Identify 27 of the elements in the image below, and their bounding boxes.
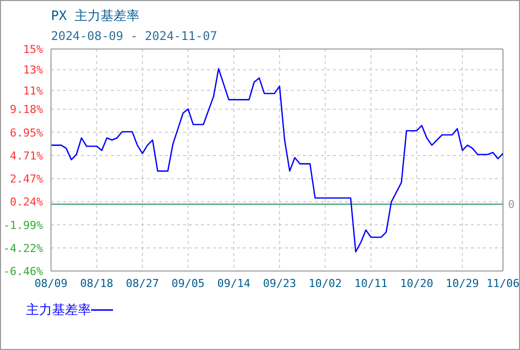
x-tick-label: 09/23 [262, 276, 296, 290]
y-tick-label: 6.95% [10, 126, 44, 140]
y-tick-label: 0.24% [10, 196, 44, 209]
y-tick-label: 15% [23, 43, 44, 56]
chart-title: PX 主力基差率 [51, 8, 140, 25]
x-tick-label: 10/02 [308, 276, 342, 290]
line-series [51, 68, 503, 252]
x-tick-label: 08/18 [80, 276, 114, 290]
x-tick-label: 11/06 [486, 276, 520, 290]
y-tick-label: -4.22% [3, 242, 44, 255]
x-tick-label: 09/05 [172, 276, 205, 290]
x-tick-label: 10/20 [400, 276, 434, 290]
y-tick-label: -1.99% [3, 218, 44, 232]
y-tick-label: 2.47% [10, 172, 44, 186]
ref-line-label: 0 [508, 198, 515, 212]
x-tick-label: 08/27 [126, 276, 159, 290]
y-tick-label: 4.71% [10, 149, 44, 162]
y-tick-label: 11% [23, 84, 44, 98]
chart-subtitle: 2024-08-09 - 2024-11-07 [51, 29, 218, 43]
y-tick-label: 9.18% [10, 103, 44, 116]
y-tick-label: 13% [23, 64, 44, 77]
legend-label: 主力基差率 [26, 302, 91, 319]
x-tick-label: 10/11 [354, 276, 388, 290]
x-tick-label: 10/29 [446, 276, 479, 290]
y-tick-label: -6.46% [3, 265, 44, 278]
x-tick-label: 08/09 [34, 276, 68, 290]
x-tick-label: 09/14 [217, 276, 251, 290]
